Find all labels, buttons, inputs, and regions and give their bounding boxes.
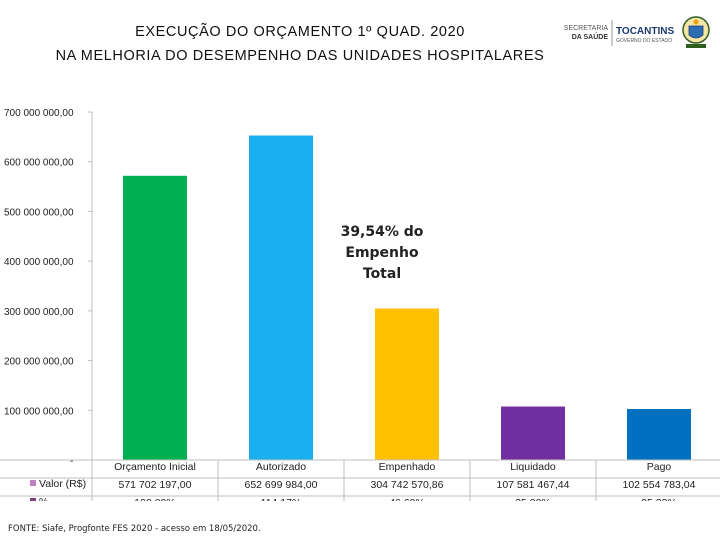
- y-axis: - 100 000 000,00 200 000 000,00 300 000 000…: [4, 108, 93, 467]
- source-note: FONTE: Siafe, Progfonte FES 2020 - acess…: [8, 524, 261, 534]
- annotation: 39,54% do Empenho Total: [341, 224, 424, 282]
- valor-cell: 571 702 197,00: [119, 479, 192, 491]
- y-tick-label: 200 000 000,00: [4, 357, 74, 368]
- valor-cell: 304 742 570,86: [371, 479, 444, 491]
- category-label: Pago: [647, 461, 672, 473]
- annotation-line: Empenho: [345, 245, 419, 261]
- coat-of-arms-icon: [682, 16, 710, 48]
- y-tick-label: 500 000 000,00: [4, 207, 74, 218]
- secretaria-logo-line2: DA SAÚDE: [572, 32, 609, 41]
- valor-cell: 107 581 467,44: [497, 479, 570, 491]
- y-tick-label: 700 000 000,00: [4, 108, 74, 119]
- tocantins-logo-text: TOCANTINS: [616, 26, 674, 37]
- secretaria-logo-line1: SECRETARIA: [564, 25, 609, 32]
- category-label: Autorizado: [256, 461, 306, 473]
- category-label: Liquidado: [510, 461, 556, 473]
- table-cutoff: [0, 501, 720, 515]
- bar-3: [375, 308, 439, 460]
- chart-subtitle: NA MELHORIA DO DESEMPENHO DAS UNIDADES H…: [55, 48, 545, 64]
- y-tick-label: -: [70, 456, 73, 467]
- y-tick-label: 600 000 000,00: [4, 158, 74, 169]
- annotation-line: 39,54% do: [341, 224, 424, 240]
- bar-5: [627, 409, 691, 460]
- bar-2: [249, 135, 313, 460]
- annotation-line: Total: [363, 266, 401, 282]
- category-label: Orçamento Inicial: [114, 461, 196, 473]
- logos: SECRETARIA DA SAÚDE TOCANTINS GOVERNO DO…: [564, 16, 710, 48]
- valor-cell: 102 554 783,04: [623, 479, 696, 491]
- y-tick-label: 300 000 000,00: [4, 307, 74, 318]
- bar-4: [501, 406, 565, 460]
- valor-cell: 652 699 984,00: [245, 479, 318, 491]
- y-tick-label: 100 000 000,00: [4, 406, 74, 417]
- bars: [123, 135, 691, 460]
- governo-logo-text: GOVERNO DO ESTADO: [616, 38, 672, 44]
- bar-1: [123, 175, 187, 460]
- category-label: Empenhado: [379, 461, 436, 473]
- row-legend-key: [30, 480, 36, 486]
- chart-title: EXECUÇÃO DO ORÇAMENTO 1º QUAD. 2020: [135, 24, 465, 40]
- row-label: Valor (R$): [39, 478, 86, 490]
- y-tick-label: 400 000 000,00: [4, 257, 74, 268]
